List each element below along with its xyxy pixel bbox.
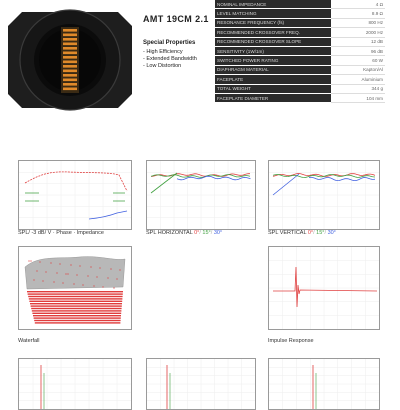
- spec-label: NOMINAL IMPEDANCE: [215, 0, 331, 10]
- spl-30-curve: [176, 175, 251, 181]
- spec-label: RECOMMENDED CROSSOVER SLOPE: [215, 37, 331, 47]
- spec-label: RECOMMENDED CROSSOVER FREQ.: [215, 27, 331, 38]
- angle-30-label: 30°: [327, 230, 336, 236]
- distortion-plot-3: [268, 358, 380, 410]
- spec-row: DIAPHRAGM MATERIAL Kapton/Al: [215, 65, 385, 76]
- product-title: AMT 19CM 2.1: [143, 14, 209, 24]
- impulse-curve: [273, 266, 378, 308]
- spec-value: Aluminium: [331, 74, 385, 85]
- spec-value: 344 g: [331, 84, 385, 94]
- grid: [269, 161, 379, 229]
- spl-15-curve: [272, 174, 376, 178]
- spec-row: FACEPLATE Aluminium: [215, 74, 385, 85]
- special-properties-list: - High Efficiency - Extended Bandwidth -…: [143, 49, 197, 70]
- spec-label: LEVEL MATCHING: [215, 8, 331, 19]
- grid: [269, 247, 379, 329]
- grid: [269, 359, 379, 409]
- spec-row: FACEPLATE DIAMETER 104 mm: [215, 93, 385, 104]
- spec-value: 800 Hz: [331, 18, 385, 29]
- spec-row: SWITCHED POWER RATING 60 W: [215, 55, 385, 66]
- spec-value: 4 Ω: [331, 0, 385, 10]
- spl-vertical-plot: [268, 160, 380, 230]
- distortion-plot-1: [18, 358, 132, 410]
- angle-15-label: 15°: [316, 230, 325, 236]
- spec-label: FACEPLATE: [215, 74, 331, 85]
- grid: [19, 359, 131, 409]
- impedance-curve: [88, 210, 128, 220]
- spec-value: 8.9 Ω: [331, 8, 385, 19]
- spec-value: 2000 Hz: [331, 27, 385, 38]
- grid: [147, 359, 255, 409]
- spec-label: DIAPHRAGM MATERIAL: [215, 65, 331, 76]
- spec-row: TOTAL WEIGHT 344 g: [215, 84, 385, 94]
- spl-curve: [24, 171, 128, 192]
- amt-diaphragm: [61, 27, 79, 93]
- angle-30-label: 30°: [213, 230, 223, 236]
- spec-label: FACEPLATE DIAMETER: [215, 93, 331, 104]
- spec-row: NOMINAL IMPEDANCE 4 Ω: [215, 0, 385, 10]
- spl-rise: [272, 173, 300, 196]
- waterfall-surface: [24, 256, 126, 324]
- property-item: - Extended Bandwidth: [143, 56, 197, 62]
- spec-value: 104 mm: [331, 93, 385, 104]
- spec-row: LEVEL MATCHING 8.9 Ω: [215, 8, 385, 19]
- spl-vertical-caption: SPL VERTICAL 0°/ 15°/ 30°: [268, 230, 336, 236]
- spec-value: 60 W: [331, 55, 385, 66]
- spec-label: SWITCHED POWER RATING: [215, 55, 331, 66]
- spec-label: TOTAL WEIGHT: [215, 84, 331, 94]
- waterfall-caption: Waterfall: [18, 338, 40, 344]
- spec-value: Kapton/Al: [331, 65, 385, 76]
- spl-rise: [150, 172, 178, 194]
- property-item: - Low Distortion: [143, 63, 182, 69]
- spec-label: SENSITIVITY (1W/1m): [215, 46, 331, 57]
- spl-phase-impedance-caption: SPL/ -3 dB/ V · Phase · Impedance: [18, 230, 104, 236]
- spl-vertical-label: SPL VERTICAL: [268, 230, 307, 236]
- spec-row: RECOMMENDED CROSSOVER SLOPE 12 dB: [215, 37, 385, 47]
- grid: [19, 161, 131, 229]
- spl-horizontal-label: SPL HORIZONTAL: [146, 230, 193, 236]
- impulse-response-plot: [268, 246, 380, 330]
- spec-row: SENSITIVITY (1W/1m) 96 dB: [215, 46, 385, 57]
- spec-value: 96 dB: [331, 46, 385, 57]
- spec-value: 12 dB: [331, 37, 385, 47]
- property-item: - High Efficiency: [143, 49, 183, 55]
- angle-0-label: 0°: [307, 230, 314, 236]
- distortion-plot-2: [146, 358, 256, 410]
- grid: [147, 161, 255, 229]
- angle-0-label: 0°: [194, 230, 200, 236]
- impulse-response-caption: Impulse Response: [268, 338, 314, 344]
- spec-row: RESONANCE FREQUENCY (fs) 800 Hz: [215, 18, 385, 29]
- waterfall-plot: [18, 246, 132, 330]
- spec-label: RESONANCE FREQUENCY (fs): [215, 18, 331, 29]
- spec-row: RECOMMENDED CROSSOVER FREQ. 2000 Hz: [215, 27, 385, 38]
- angle-15-label: 15°: [202, 230, 211, 236]
- spl-30-curve: [308, 176, 376, 182]
- product-photo: [0, 0, 140, 120]
- spl-horizontal-caption: SPL HORIZONTAL 0°/ 15°/ 30°: [146, 230, 223, 236]
- spl-phase-impedance-plot: [18, 160, 132, 230]
- spl-15-curve: [150, 174, 251, 178]
- special-properties-heading: Special Properties: [143, 40, 196, 46]
- spl-horizontal-plot: [146, 160, 256, 230]
